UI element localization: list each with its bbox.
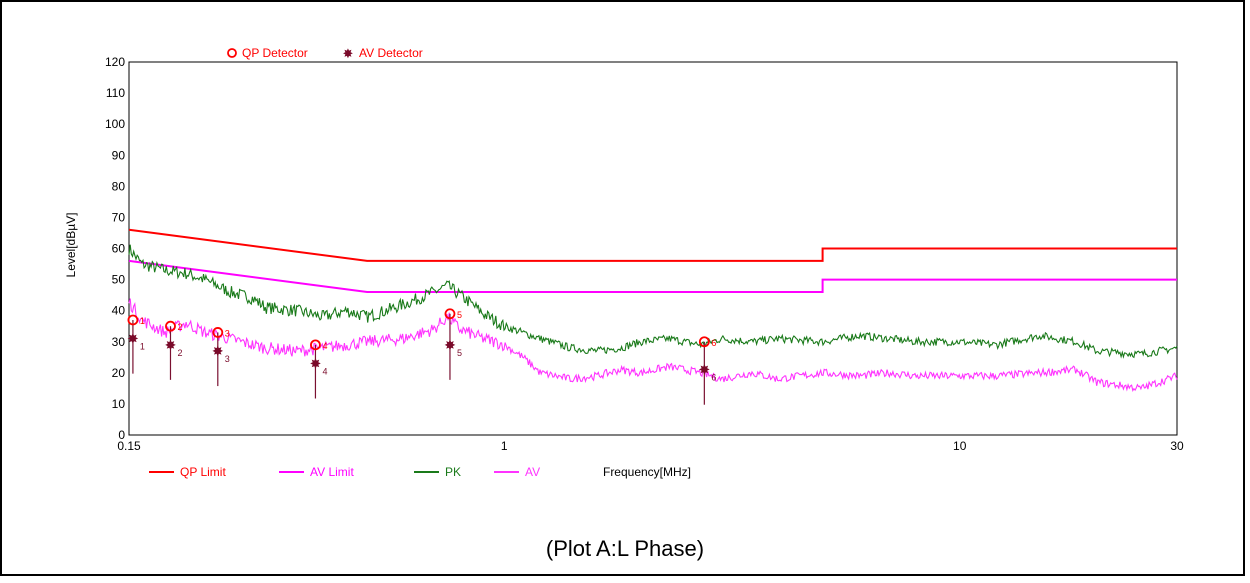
qp-marker	[310, 339, 321, 351]
av-marker: ✸	[310, 357, 322, 373]
legend-label-av-detector: AV Detector	[359, 46, 423, 60]
qp-marker	[165, 320, 176, 332]
qp-marker-label: 4	[322, 341, 327, 351]
series-lines	[128, 244, 1178, 392]
av-marker-label: 5	[457, 348, 462, 358]
x-tick-label: 30	[1170, 439, 1184, 453]
legend-symbol-qp-detector	[227, 48, 237, 58]
qp-marker	[698, 336, 710, 348]
qp-marker	[127, 314, 139, 326]
y-tick-label: 120	[105, 55, 125, 69]
qp-marker-label: 6	[711, 338, 716, 348]
legend-label-qp-detector: QP Detector	[242, 46, 308, 60]
qp-marker-label: 1	[140, 316, 145, 326]
av-marker: ✸	[444, 338, 456, 354]
figure-caption: (Plot A:L Phase)	[545, 536, 705, 561]
legend-label-pk: PK	[445, 465, 461, 479]
x-axis-title: Frequency[MHz]	[603, 465, 691, 479]
limit-line-av-limit	[128, 259, 1177, 293]
av-marker: ✸	[212, 344, 224, 360]
av-marker: ✸	[165, 338, 177, 354]
av-marker-label: 6	[711, 373, 716, 383]
x-tick-label: 10	[953, 439, 967, 453]
av-marker-label: 4	[322, 367, 327, 377]
y-tick-label: 30	[112, 335, 126, 349]
y-tick-label: 40	[112, 304, 126, 318]
y-tick-label: 100	[105, 117, 125, 131]
legend-symbol-av-detector: ✸	[343, 47, 354, 62]
markers: ✸11 ✸22 ✸33 ✸44✸55✸66	[127, 308, 716, 405]
y-tick-label: 70	[112, 210, 126, 224]
y-tick-label: 90	[112, 148, 126, 162]
av-marker: ✸	[698, 363, 710, 379]
y-tick-label: 0	[118, 428, 125, 442]
qp-marker-label: 3	[225, 328, 230, 338]
qp-marker-label: 5	[457, 310, 462, 320]
series-line-av	[128, 298, 1178, 392]
qp-marker	[212, 327, 224, 338]
legends: QP Detector ✸ AV Detector QP Limit AV Limit P…	[149, 46, 540, 479]
legend-label-av-limit: AV Limit	[310, 465, 354, 479]
qp-marker	[444, 308, 456, 320]
qp-marker-label: 2	[177, 322, 182, 332]
x-tick-label: 0.15	[117, 439, 141, 453]
y-tick-label: 10	[112, 397, 126, 411]
av-marker-label: 3	[225, 354, 230, 364]
av-marker-label: 1	[140, 342, 145, 352]
series-line-pk	[128, 244, 1178, 359]
limit-lines	[128, 228, 1177, 293]
y-tick-label: 20	[112, 366, 126, 380]
y-tick-label: 60	[112, 242, 126, 256]
legend-label-av: AV	[525, 465, 540, 479]
y-tick-label: 80	[112, 179, 126, 193]
av-marker: ✸	[127, 332, 139, 348]
legend-label-qp-limit: QP Limit	[180, 465, 226, 479]
av-marker-label: 2	[177, 348, 182, 358]
y-tick-label: 50	[112, 273, 126, 287]
x-tick-label: 1	[501, 439, 508, 453]
y-axis-title: Level[dBµV]	[64, 213, 78, 278]
y-tick-label: 110	[106, 86, 125, 100]
limit-line-qp-limit	[128, 228, 1177, 262]
